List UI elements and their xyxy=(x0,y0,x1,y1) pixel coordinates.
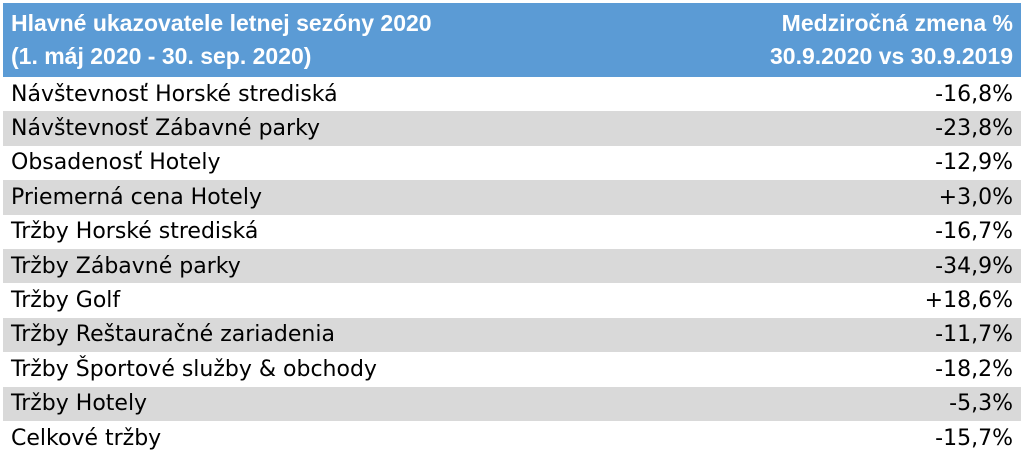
row-value: -23,8% xyxy=(935,116,1013,142)
row-value: -18,2% xyxy=(935,356,1013,382)
header-period: (1. máj 2020 - 30. sep. 2020) xyxy=(11,43,312,69)
header-title: Hlavné ukazovatele letnej sezóny 2020 xyxy=(11,10,432,36)
row-label: Návštevnosť Horské strediská xyxy=(11,81,338,107)
table-row: Tržby Reštauračné zariadenia -11,7% xyxy=(3,317,1021,353)
table-row: Tržby Športové služby & obchody -18,2% xyxy=(3,352,1021,387)
header-change-title: Medziročná zmena % xyxy=(781,10,1013,36)
row-value: -12,9% xyxy=(935,150,1013,176)
table-row: Tržby Zábavné parky -34,9% xyxy=(3,248,1021,284)
header-change-block: Medziročná zmena % 30.9.2020 vs 30.9.201… xyxy=(770,7,1013,77)
indicator-table: Hlavné ukazovatele letnej sezóny 2020 (1… xyxy=(3,3,1021,456)
row-label: Priemerná cena Hotely xyxy=(11,184,262,210)
row-value: -16,7% xyxy=(935,219,1013,245)
row-value: -15,7% xyxy=(935,425,1013,451)
row-value: +3,0% xyxy=(938,184,1013,210)
table-row: Priemerná cena Hotely +3,0% xyxy=(3,180,1021,215)
row-value: +18,6% xyxy=(924,288,1013,314)
row-value: -11,7% xyxy=(935,322,1013,348)
row-label: Tržby Horské strediská xyxy=(11,219,259,245)
table-row: Tržby Hotely -5,3% xyxy=(3,386,1021,421)
row-label: Tržby Hotely xyxy=(11,391,148,417)
table-row: Tržby Golf +18,6% xyxy=(3,283,1021,318)
row-value: -34,9% xyxy=(935,253,1013,279)
row-value: -16,8% xyxy=(935,81,1013,107)
row-label: Obsadenosť Hotely xyxy=(11,150,221,176)
row-label: Tržby Športové služby & obchody xyxy=(11,356,377,382)
row-label: Tržby Zábavné parky xyxy=(11,253,241,279)
row-label: Tržby Reštauračné zariadenia xyxy=(11,322,335,348)
table-row: Návštevnosť Horské strediská -16,8% xyxy=(3,77,1021,112)
table-row-total: Celkové tržby -15,7% xyxy=(3,420,1021,456)
table-row: Tržby Horské strediská -16,7% xyxy=(3,214,1021,249)
row-label: Celkové tržby xyxy=(11,425,162,451)
row-label: Tržby Golf xyxy=(11,288,121,314)
table-header: Hlavné ukazovatele letnej sezóny 2020 (1… xyxy=(3,3,1021,77)
header-change-dates: 30.9.2020 vs 30.9.2019 xyxy=(769,43,1013,69)
row-label: Návštevnosť Zábavné parky xyxy=(11,116,321,142)
table-row: Návštevnosť Zábavné parky -23,8% xyxy=(3,111,1021,146)
header-title-block: Hlavné ukazovatele letnej sezóny 2020 (1… xyxy=(11,7,432,77)
table-row: Obsadenosť Hotely -12,9% xyxy=(3,145,1021,181)
row-value: -5,3% xyxy=(949,391,1013,417)
